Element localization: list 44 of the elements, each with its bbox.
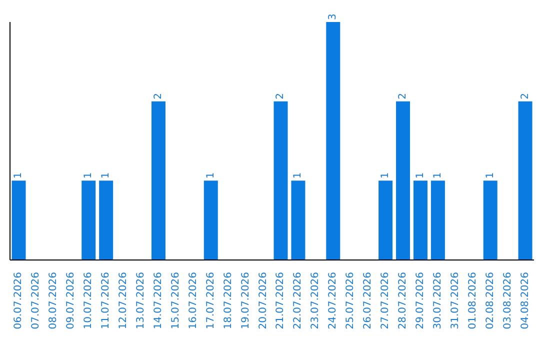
data-label: 1 xyxy=(414,172,426,179)
x-tick-label: 15.07.2026 xyxy=(170,272,182,330)
data-label: 1 xyxy=(484,172,496,179)
data-label: 1 xyxy=(380,172,392,179)
data-label: 1 xyxy=(13,172,24,179)
x-tick-label: 29.07.2026 xyxy=(414,272,426,330)
x-tick-label: 27.07.2026 xyxy=(380,272,392,330)
x-tick-label: 21.07.2026 xyxy=(275,272,286,330)
x-tick-label: 31.07.2026 xyxy=(450,272,461,330)
x-tick-label: 26.07.2026 xyxy=(362,272,374,330)
x-tick-label: 07.07.2026 xyxy=(30,272,42,330)
x-tick-label: 17.07.2026 xyxy=(205,272,216,330)
data-label: 1 xyxy=(83,172,94,179)
x-tick-label: 19.07.2026 xyxy=(240,272,252,330)
data-label: 3 xyxy=(328,14,339,20)
x-tick-label: 25.07.2026 xyxy=(345,272,356,330)
data-label: 2 xyxy=(152,92,164,100)
data-label: 2 xyxy=(520,92,531,100)
x-tick-label: 28.07.2026 xyxy=(398,272,408,330)
x-tick-label: 01.08.2026 xyxy=(467,272,478,330)
x-tick-label: 30.07.2026 xyxy=(432,272,444,330)
x-tick-label: 08.07.2026 xyxy=(48,272,60,330)
x-tick-label: 16.07.2026 xyxy=(188,272,199,330)
x-tick-label: 03.08.2026 xyxy=(502,272,514,330)
x-tick-label: 02.08.2026 xyxy=(484,272,496,330)
data-label: 1 xyxy=(432,172,444,179)
x-tick-label: 12.07.2026 xyxy=(118,272,130,330)
x-tick-label: 23.07.2026 xyxy=(310,272,322,330)
data-label: 2 xyxy=(398,92,409,100)
data-label: 1 xyxy=(100,172,112,179)
x-tick-label: 24.07.2026 xyxy=(328,272,339,330)
x-tick-label: 06.07.2026 xyxy=(13,272,24,330)
data-label: 1 xyxy=(292,172,304,179)
x-tick-label: 11.07.2026 xyxy=(100,272,112,330)
x-tick-label: 20.07.2026 xyxy=(258,272,269,330)
x-tick-label: 09.07.2026 xyxy=(66,272,77,330)
x-tick-label: 18.07.2026 xyxy=(222,272,234,330)
x-tick-label: 10.07.2026 xyxy=(83,272,94,330)
x-tick-label: 14.07.2026 xyxy=(152,272,164,330)
x-tick-label: 22.07.2026 xyxy=(292,272,304,330)
x-tick-label: 04.08.2026 xyxy=(520,272,531,330)
data-label: 1 xyxy=(205,172,216,179)
x-tick-label: 13.07.2026 xyxy=(136,272,146,330)
data-label: 2 xyxy=(275,92,286,100)
